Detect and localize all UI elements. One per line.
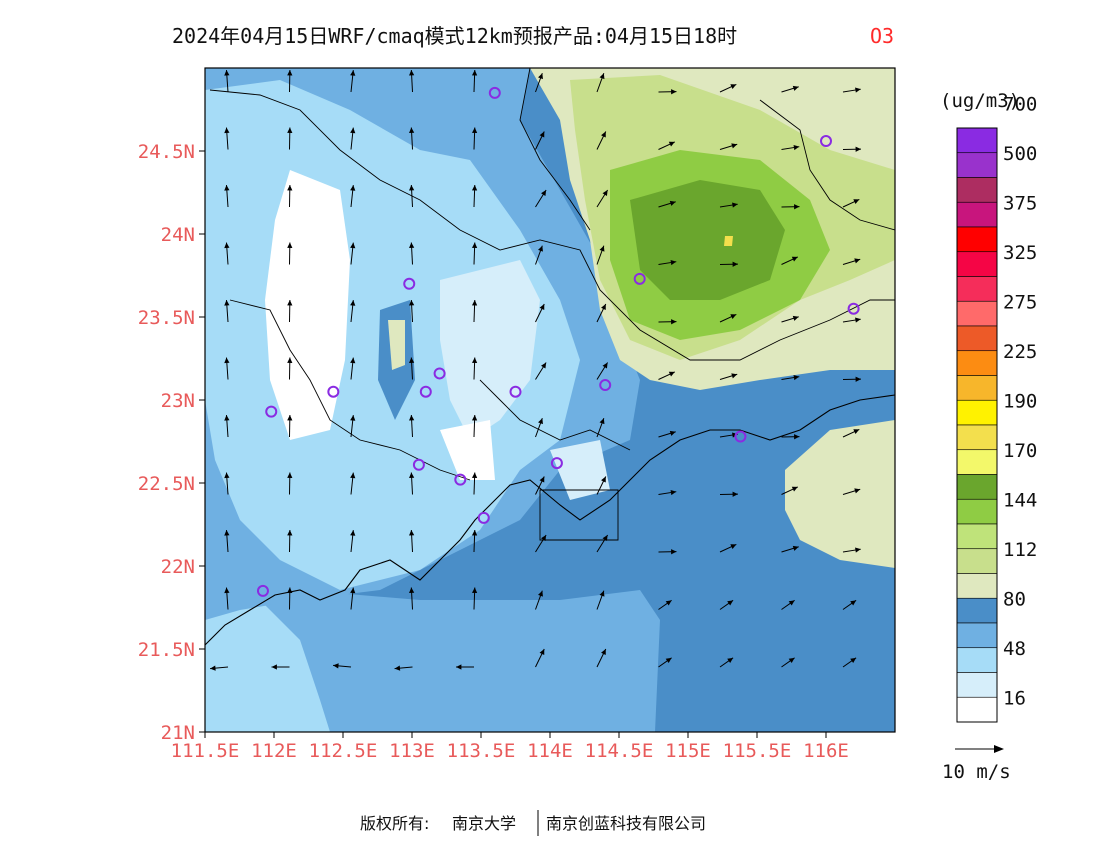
lon-tick-label: 115E — [665, 740, 711, 762]
colorbar-swatch — [957, 598, 997, 623]
wind-arrowhead — [912, 600, 918, 605]
wind-arrow — [905, 658, 918, 667]
lon-tick-label: 114.5E — [585, 740, 654, 762]
lat-tick-label: 23N — [161, 390, 195, 412]
colorbar-swatch — [957, 524, 997, 549]
colorbar-swatch — [957, 400, 997, 425]
colorbar-label: 275 — [1003, 291, 1037, 313]
colorbar-label: 16 — [1003, 687, 1026, 709]
colorbar-label: 48 — [1003, 638, 1026, 660]
colorbar-swatch — [957, 450, 997, 475]
colorbar-swatch — [957, 673, 997, 698]
wind-scale-arrowhead — [994, 745, 1004, 753]
wind-arrowhead — [917, 260, 923, 265]
lon-tick-label: 115.5E — [723, 740, 792, 762]
pollutant-label: O3 — [870, 24, 894, 48]
lon-tick-label: 114E — [527, 740, 573, 762]
wind-scale-label: 10 m/s — [942, 761, 1011, 783]
wind-arrowhead — [915, 142, 921, 147]
chart-title: 2024年04月15日WRF/cmaq模式12km预报产品:04月15日18时 — [172, 24, 737, 48]
colorbar-swatch — [957, 697, 997, 722]
colorbar-swatch — [957, 277, 997, 302]
lon-tick-label: 112.5E — [309, 740, 378, 762]
colorbar-swatch — [957, 648, 997, 673]
colorbar-label: 112 — [1003, 539, 1037, 561]
colorbar-swatch — [957, 376, 997, 401]
colorbar-label: 375 — [1003, 192, 1037, 214]
lat-tick-label: 23.5N — [138, 307, 195, 329]
colorbar-swatch — [957, 475, 997, 500]
lat-tick-label: 24N — [161, 224, 195, 246]
lat-tick-label: 22N — [161, 556, 195, 578]
lon-tick-label: 112E — [251, 740, 297, 762]
colorbar-label: 500 — [1003, 143, 1037, 165]
lon-tick-label: 111.5E — [171, 740, 240, 762]
colorbar-swatch — [957, 301, 997, 326]
wind-arrow — [905, 492, 923, 495]
copyright-prefix: 版权所有: — [360, 814, 429, 833]
colorbar-label: 80 — [1003, 588, 1026, 610]
colorbar-label: 325 — [1003, 242, 1037, 264]
wind-scale: 10 m/s — [942, 745, 1011, 783]
copyright-org1: 南京大学 — [452, 814, 516, 833]
colorbar-swatch — [957, 623, 997, 648]
wind-arrowhead — [916, 431, 922, 436]
colorbar-swatch — [957, 499, 997, 524]
colorbar-label: 225 — [1003, 341, 1037, 363]
lat-tick-label: 21.5N — [138, 639, 195, 661]
wind-arrow — [905, 202, 922, 207]
colorbar-swatch — [957, 425, 997, 450]
colorbar: 16 48 80 112 144 170 190 225 275 325 375 500 700 — [957, 93, 1037, 722]
wind-arrowhead — [917, 319, 922, 324]
wind-arrow — [905, 372, 921, 380]
colorbar-swatch — [957, 351, 997, 376]
wind-arrow — [905, 600, 918, 609]
colorbar-label: 190 — [1003, 390, 1037, 412]
wind-arrowhead — [915, 372, 921, 377]
wind-arrow — [905, 142, 921, 150]
concentration-field — [205, 68, 922, 732]
colorbar-label: 700 — [1003, 93, 1037, 115]
wind-arrowhead — [917, 89, 922, 94]
wind-arrow — [905, 262, 923, 265]
colorbar-swatch — [957, 128, 997, 153]
lon-tick-label: 113E — [389, 740, 435, 762]
colorbar-swatch — [957, 574, 997, 599]
colorbar-label: 144 — [1003, 489, 1037, 511]
wind-arrowhead — [912, 658, 918, 663]
lat-tick-label: 24.5N — [138, 141, 195, 163]
copyright-org2: 南京创蓝科技有限公司 — [546, 814, 706, 833]
colorbar-swatch — [957, 178, 997, 203]
lat-tick-label: 22.5N — [138, 473, 195, 495]
colorbar-swatch — [957, 153, 997, 178]
colorbar-swatch — [957, 252, 997, 277]
colorbar-swatch — [957, 326, 997, 351]
wind-arrow — [905, 432, 922, 437]
zone-144-170 — [630, 180, 785, 300]
colorbar-swatch — [957, 227, 997, 252]
lon-tick-label: 116E — [803, 740, 849, 762]
colorbar-swatch — [957, 202, 997, 227]
peak-spot — [724, 236, 733, 246]
wind-arrowhead — [917, 490, 923, 495]
wind-arrowhead — [917, 549, 922, 554]
lon-tick-label: 113.5E — [447, 740, 516, 762]
colorbar-swatch — [957, 549, 997, 574]
wind-arrowhead — [916, 201, 922, 206]
colorbar-label: 170 — [1003, 440, 1037, 462]
